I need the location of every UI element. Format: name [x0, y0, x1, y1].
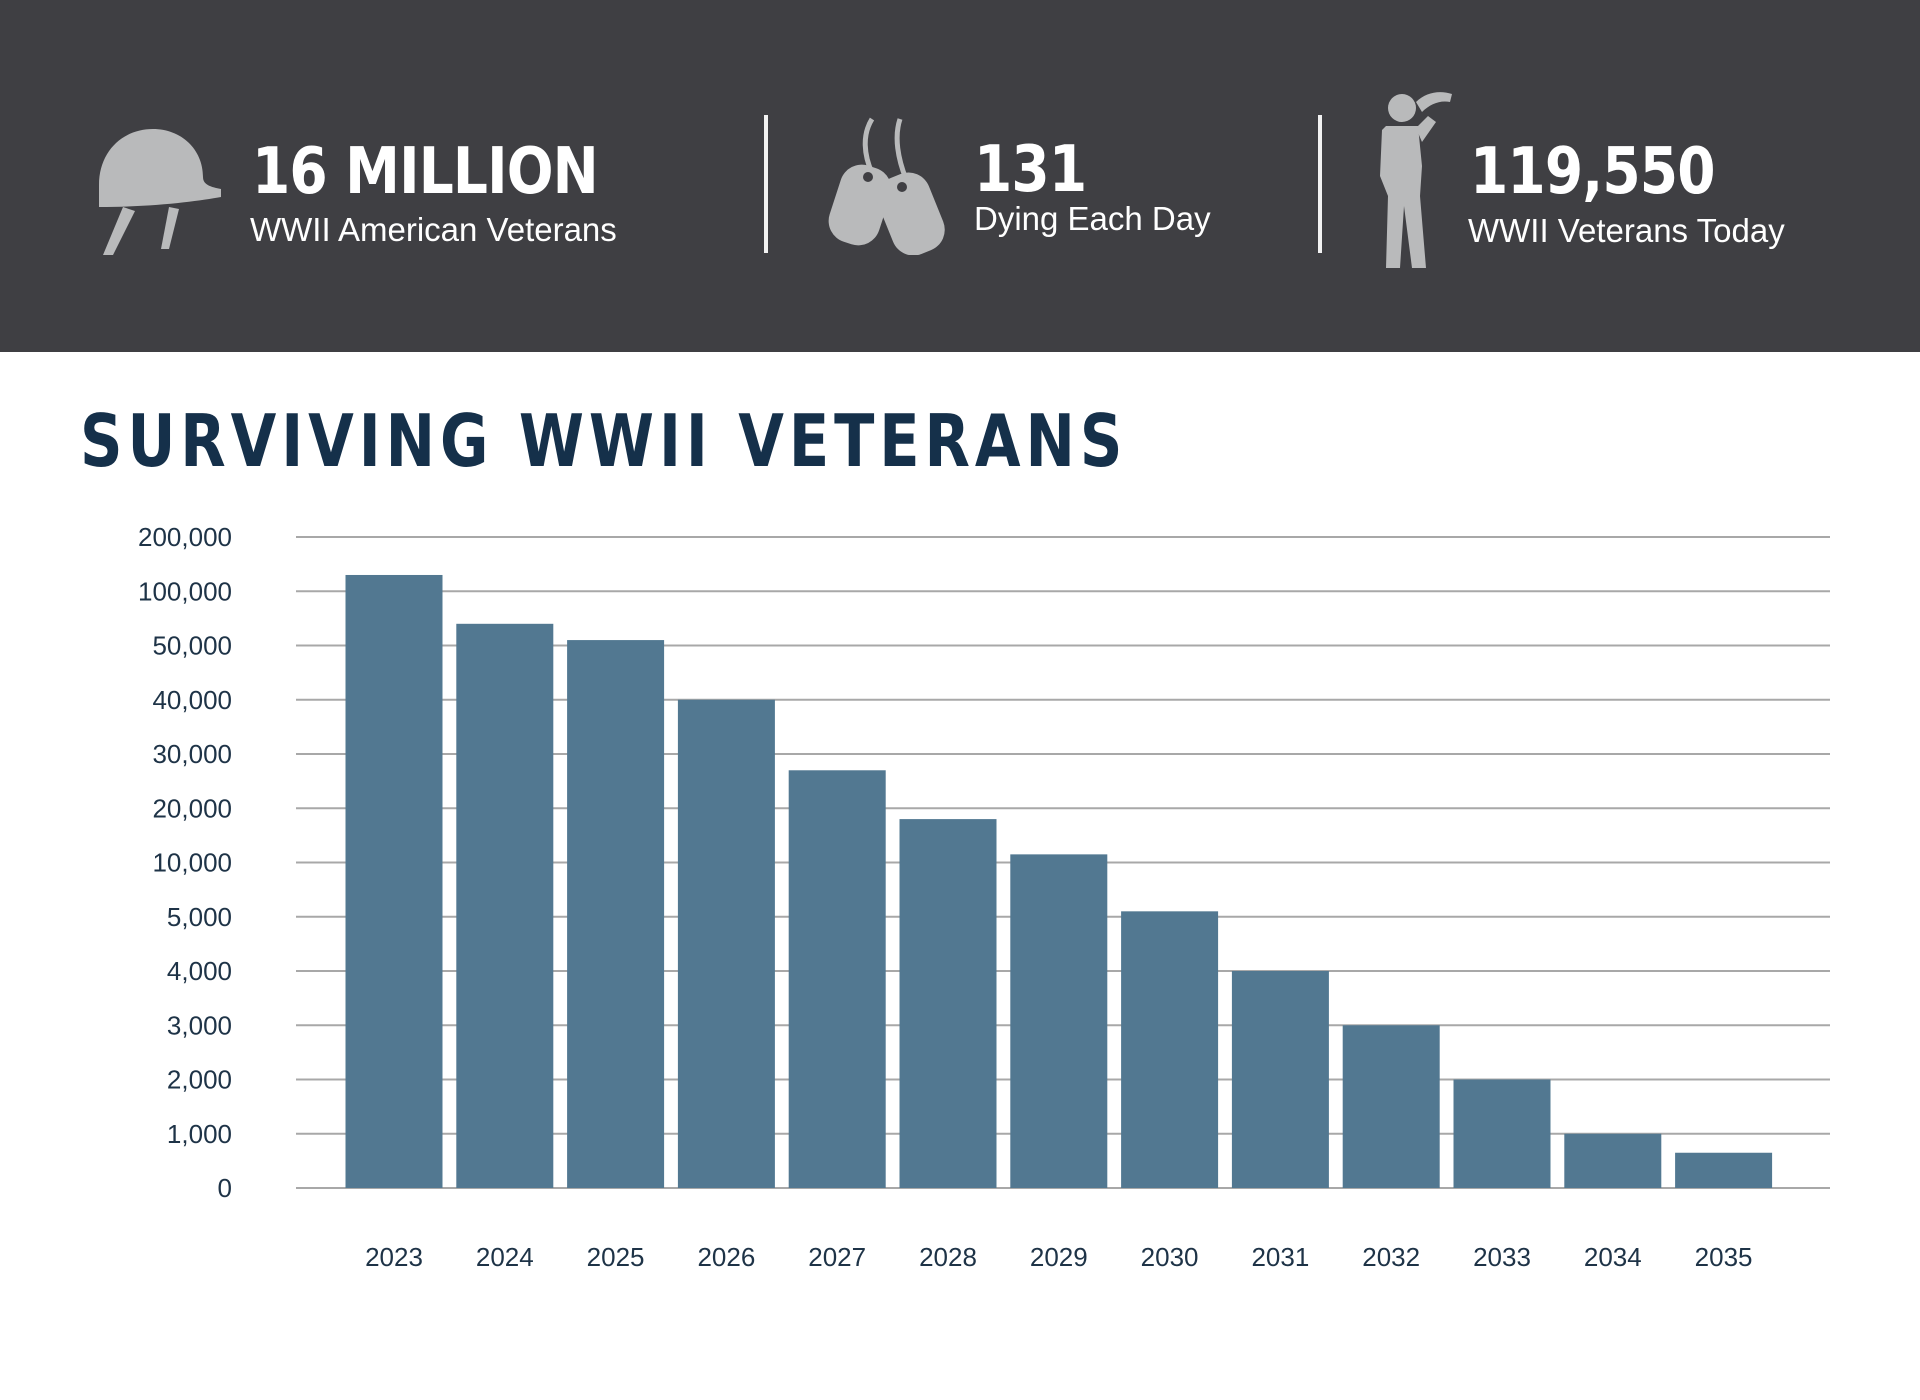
x-tick-label: 2025 — [587, 1242, 645, 1272]
x-tick-label: 2033 — [1473, 1242, 1531, 1272]
x-tick-label: 2027 — [808, 1242, 866, 1272]
y-tick-label: 3,000 — [167, 1010, 232, 1040]
dog-tags-icon — [828, 117, 945, 255]
stat-value: 119,550 — [1470, 135, 1716, 209]
bar-2035 — [1675, 1152, 1773, 1188]
y-tick-label: 30,000 — [152, 739, 232, 769]
bar-2031 — [1231, 971, 1329, 1188]
x-tick-label: 2024 — [476, 1242, 534, 1272]
bar-2026 — [677, 699, 775, 1188]
x-tick-label: 2031 — [1251, 1242, 1309, 1272]
chart-title: SURVIVING WWII VETERANS — [80, 399, 1128, 483]
divider — [764, 115, 768, 253]
bars — [345, 574, 1773, 1188]
stat-value: 16 MILLION — [252, 135, 599, 209]
y-tick-label: 1,000 — [167, 1119, 232, 1149]
bar-2023 — [345, 574, 443, 1188]
y-tick-label: 200,000 — [138, 522, 232, 552]
divider — [1318, 115, 1322, 253]
stats-header: 16 MILLION WWII American Veterans 131 Dy… — [0, 0, 1920, 352]
y-tick-label: 2,000 — [167, 1065, 232, 1095]
bar-2025 — [567, 640, 665, 1188]
x-tick-label: 2029 — [1030, 1242, 1088, 1272]
x-tick-label: 2023 — [365, 1242, 423, 1272]
bar-2033 — [1453, 1079, 1551, 1188]
y-tick-label: 50,000 — [152, 631, 232, 661]
y-tick-label: 20,000 — [152, 793, 232, 823]
bar-2027 — [788, 770, 886, 1188]
x-tick-label: 2026 — [697, 1242, 755, 1272]
bar-2029 — [1010, 854, 1108, 1188]
x-tick-label: 2032 — [1362, 1242, 1420, 1272]
stat-value: 131 — [974, 133, 1087, 207]
y-tick-label: 0 — [218, 1173, 232, 1203]
y-tick-label: 5,000 — [167, 902, 232, 932]
bar-2034 — [1564, 1133, 1662, 1188]
bar-2032 — [1342, 1025, 1440, 1188]
helmet-icon — [99, 129, 221, 255]
y-tick-label: 40,000 — [152, 685, 232, 715]
stat-label: Dying Each Day — [974, 200, 1211, 237]
y-tick-label: 100,000 — [138, 576, 232, 606]
x-tick-label: 2028 — [919, 1242, 977, 1272]
x-tick-label: 2034 — [1584, 1242, 1642, 1272]
y-tick-label: 10,000 — [152, 848, 232, 878]
saluting-soldier-icon — [1380, 92, 1452, 268]
x-tick-label: 2030 — [1141, 1242, 1199, 1272]
stat-label: WWII American Veterans — [250, 211, 617, 248]
bar-2030 — [1121, 911, 1219, 1188]
x-tick-label: 2035 — [1695, 1242, 1753, 1272]
bar-2024 — [456, 623, 554, 1188]
x-axis-ticks: 2023 2024 2025 2026 2027 2028 2029 2030 2031 2032… — [365, 1242, 1752, 1272]
y-axis-ticks: 200,000 100,000 50,000 40,000 30,000 20,000 10… — [138, 522, 232, 1203]
y-tick-label: 4,000 — [167, 956, 232, 986]
bar-chart: 200,000 100,000 50,000 40,000 30,000 20,000 10… — [138, 522, 1830, 1272]
stat-label: WWII Veterans Today — [1468, 212, 1785, 249]
bar-2028 — [899, 819, 997, 1188]
